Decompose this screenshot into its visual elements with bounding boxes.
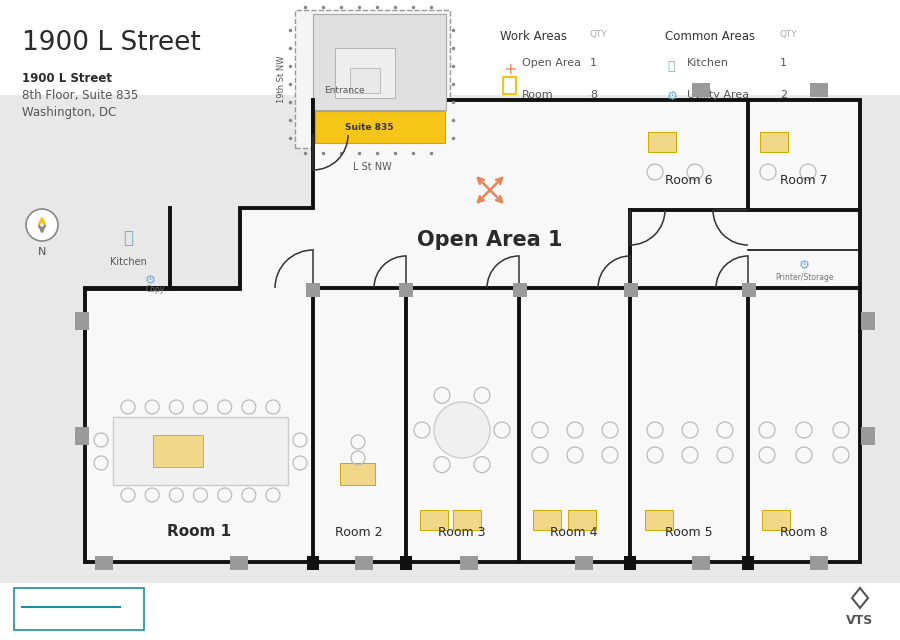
Bar <box>742 283 756 297</box>
Bar <box>340 463 375 485</box>
Bar <box>453 510 481 530</box>
Text: Room: Room <box>522 90 554 100</box>
Text: Room 7: Room 7 <box>780 173 828 186</box>
Bar <box>533 510 561 530</box>
Text: Washington, DC: Washington, DC <box>22 106 116 119</box>
Bar <box>692 556 710 570</box>
Text: Room 2: Room 2 <box>335 525 382 538</box>
Text: 2: 2 <box>780 90 788 100</box>
Text: Printer/Storage: Printer/Storage <box>775 273 833 282</box>
Text: Room 5: Room 5 <box>665 525 713 538</box>
Bar <box>295 10 450 148</box>
Bar <box>350 68 380 93</box>
Bar <box>313 14 446 110</box>
Circle shape <box>434 402 490 458</box>
Text: Room 4: Room 4 <box>550 525 598 538</box>
Text: 1: 1 <box>590 58 597 68</box>
Bar <box>153 435 203 467</box>
Text: Copy: Copy <box>146 285 165 294</box>
Bar <box>513 283 527 297</box>
Bar <box>0 583 900 640</box>
Text: QTY: QTY <box>780 30 797 39</box>
Bar <box>95 556 113 570</box>
Bar <box>810 556 828 570</box>
Text: VTS: VTS <box>846 614 874 627</box>
Text: Utility Area: Utility Area <box>687 90 749 100</box>
Bar <box>400 556 412 570</box>
Bar <box>14 588 144 630</box>
Text: L St NW: L St NW <box>353 162 392 172</box>
Bar <box>307 556 319 570</box>
Text: 8: 8 <box>590 90 597 100</box>
Text: Suite 835: Suite 835 <box>346 122 394 131</box>
Text: ⚙: ⚙ <box>667 90 679 103</box>
Bar <box>624 283 638 297</box>
Text: 1: 1 <box>780 58 787 68</box>
Bar <box>692 83 710 97</box>
Bar <box>503 77 516 94</box>
Bar <box>75 427 89 445</box>
Text: 1900 L Street: 1900 L Street <box>22 72 112 85</box>
Bar <box>624 556 636 570</box>
Bar <box>760 132 788 152</box>
Bar <box>113 417 288 485</box>
Text: Room 8: Room 8 <box>780 525 828 538</box>
Bar <box>810 83 828 97</box>
Bar <box>399 283 413 297</box>
Bar <box>648 132 676 152</box>
Bar <box>568 510 596 530</box>
Polygon shape <box>85 100 860 562</box>
Text: 8th Floor, Suite 835: 8th Floor, Suite 835 <box>22 89 139 102</box>
Bar <box>355 556 373 570</box>
Text: Entrance: Entrance <box>324 86 365 95</box>
Bar <box>306 283 320 297</box>
Text: GRAVELY: GRAVELY <box>22 611 97 625</box>
Bar <box>762 510 790 530</box>
Text: Kitchen: Kitchen <box>110 257 147 267</box>
Text: 1900 L Street: 1900 L Street <box>22 30 201 56</box>
Text: QTY: QTY <box>590 30 608 39</box>
Text: N: N <box>38 247 46 257</box>
Bar <box>420 510 448 530</box>
Text: Room 3: Room 3 <box>438 525 486 538</box>
Text: Room 6: Room 6 <box>665 173 713 186</box>
Bar <box>645 510 673 530</box>
Bar <box>575 556 593 570</box>
Text: ⚙: ⚙ <box>144 273 156 287</box>
Text: Open Area 1: Open Area 1 <box>418 230 562 250</box>
Bar <box>861 312 875 330</box>
Text: ZUCKERMAN: ZUCKERMAN <box>22 591 130 605</box>
Text: 🍴: 🍴 <box>667 60 674 73</box>
Text: Room 1: Room 1 <box>166 525 231 540</box>
Bar <box>315 111 445 143</box>
Bar <box>0 95 900 583</box>
Text: Open Area: Open Area <box>522 58 581 68</box>
Bar <box>861 427 875 445</box>
Circle shape <box>26 209 58 241</box>
Text: ✕: ✕ <box>502 60 520 78</box>
Text: Kitchen: Kitchen <box>687 58 729 68</box>
Text: 🍴: 🍴 <box>123 229 133 247</box>
Text: 19th St NW: 19th St NW <box>276 55 285 103</box>
Bar <box>335 48 395 98</box>
Bar <box>230 556 248 570</box>
Text: Common Areas: Common Areas <box>665 30 755 43</box>
Bar <box>742 556 754 570</box>
Bar <box>75 312 89 330</box>
Text: Work Areas: Work Areas <box>500 30 567 43</box>
Text: ⚙: ⚙ <box>798 259 810 271</box>
Bar <box>460 556 478 570</box>
